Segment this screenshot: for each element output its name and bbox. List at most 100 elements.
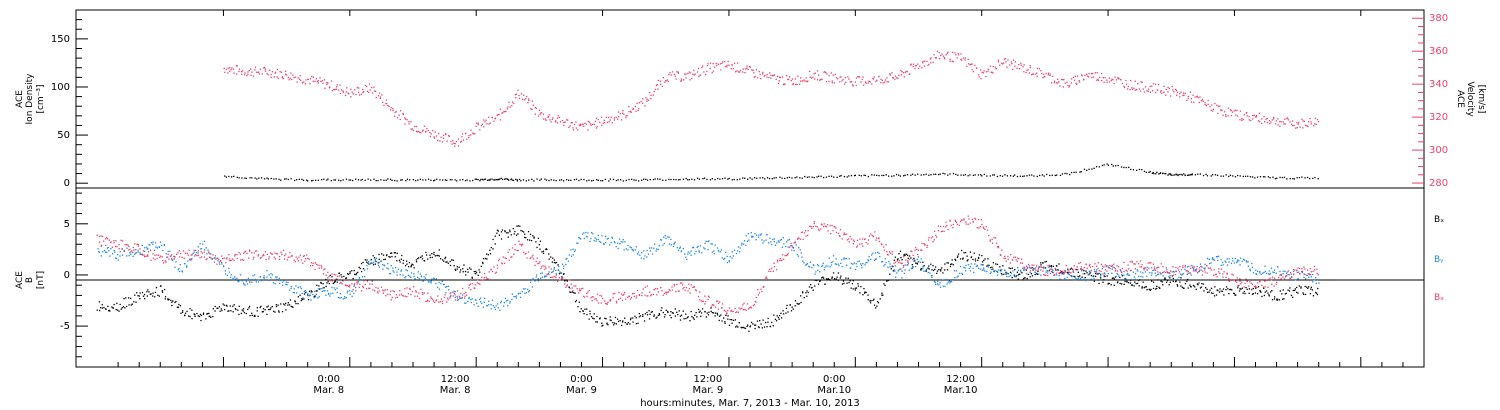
data-point (427, 130, 429, 132)
data-point (750, 232, 752, 234)
data-point (852, 288, 854, 290)
data-point (726, 66, 728, 68)
data-point (1182, 94, 1184, 97)
data-point (591, 123, 594, 126)
data-point (303, 298, 305, 300)
data-point (928, 63, 930, 65)
data-point (606, 303, 608, 306)
data-point (248, 305, 251, 308)
bottom-panel-frame (75, 187, 1425, 368)
data-point (901, 277, 903, 279)
data-point (878, 240, 881, 243)
data-point (334, 280, 336, 282)
data-point (1282, 289, 1284, 291)
data-point (829, 279, 831, 281)
data-point (910, 250, 912, 252)
data-point (837, 279, 839, 281)
data-point (184, 314, 186, 316)
data-point (278, 311, 280, 313)
data-point (829, 266, 831, 268)
data-point (254, 274, 256, 276)
data-point (400, 258, 402, 260)
data-point (668, 74, 670, 76)
data-point (309, 78, 312, 80)
data-point (531, 286, 533, 288)
data-point (472, 179, 474, 182)
data-point (1210, 262, 1212, 264)
data-point (612, 322, 614, 324)
data-point (1191, 173, 1193, 175)
data-point (755, 301, 757, 303)
data-point (115, 309, 117, 311)
data-point (293, 77, 295, 79)
data-point (343, 279, 345, 281)
data-point (862, 294, 864, 296)
data-point (396, 180, 398, 182)
data-point (1079, 261, 1082, 264)
data-point (1306, 125, 1308, 127)
data-point (840, 76, 842, 78)
data-point (1168, 173, 1170, 175)
data-point (806, 263, 809, 265)
data-point (518, 240, 520, 242)
data-point (291, 78, 293, 81)
data-point (918, 261, 920, 263)
data-point (1130, 79, 1132, 82)
data-point (1151, 272, 1153, 274)
data-point (458, 296, 461, 298)
data-point (997, 271, 999, 274)
data-point (951, 263, 953, 265)
data-point (389, 256, 391, 258)
data-point (781, 254, 784, 256)
data-point (360, 279, 362, 281)
data-point (1005, 273, 1007, 275)
data-point (1077, 271, 1079, 273)
data-point (1142, 276, 1144, 278)
data-point (1134, 80, 1136, 82)
data-point (766, 326, 768, 328)
data-point (693, 286, 695, 288)
data-point (823, 71, 825, 73)
data-point (362, 268, 365, 270)
data-point (1175, 280, 1177, 282)
data-point (423, 260, 426, 262)
data-point (488, 179, 490, 181)
data-point (164, 298, 166, 300)
data-point (491, 270, 494, 273)
data-point (321, 179, 323, 181)
data-point (375, 260, 377, 263)
data-point (575, 299, 578, 302)
data-point (799, 249, 801, 251)
data-point (589, 240, 591, 243)
data-point (1290, 123, 1293, 125)
data-point (618, 298, 620, 300)
data-point (1283, 176, 1286, 178)
data-point (98, 250, 100, 253)
data-point (974, 217, 976, 219)
data-point (831, 80, 833, 82)
data-point (672, 245, 675, 248)
data-point (195, 251, 198, 254)
data-point (677, 313, 679, 316)
data-point (886, 77, 888, 79)
data-point (1109, 267, 1111, 270)
data-point (510, 178, 513, 180)
data-point (338, 272, 341, 274)
data-point (579, 123, 581, 125)
data-point (460, 141, 462, 143)
data-point (276, 76, 278, 78)
data-point (342, 179, 344, 181)
data-point (382, 254, 385, 256)
data-point (199, 243, 201, 245)
data-point (449, 293, 451, 295)
data-point (114, 251, 116, 253)
data-point (976, 264, 979, 266)
data-point (1187, 95, 1189, 98)
data-point (160, 255, 162, 257)
data-point (764, 277, 766, 279)
data-point (551, 261, 553, 263)
data-point (615, 179, 618, 182)
data-point (315, 296, 317, 298)
data-point (844, 77, 846, 79)
data-point (583, 313, 585, 315)
